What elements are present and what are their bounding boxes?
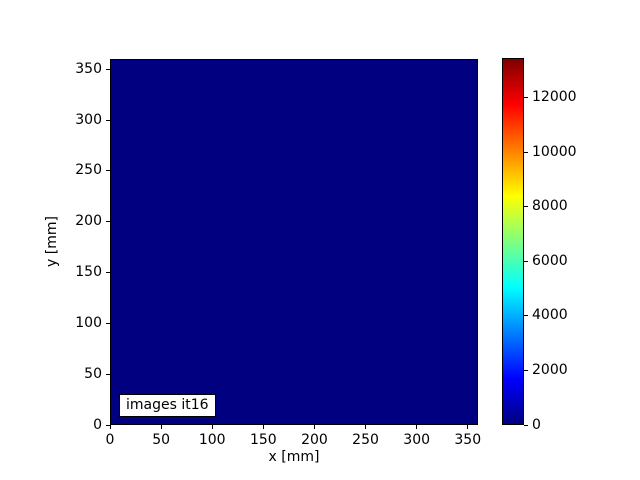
y-tick-mark: [106, 373, 110, 375]
x-tick-mark: [109, 425, 111, 429]
y-tick-label: 0: [93, 416, 102, 433]
colorbar-tick-mark: [524, 206, 528, 208]
colorbar-tick-label: 12000: [532, 89, 577, 106]
colorbar-tick-label: 2000: [532, 361, 568, 378]
colorbar-tick-mark: [524, 260, 528, 262]
colorbar-tick-mark: [524, 369, 528, 371]
x-axis-label: x [mm]: [268, 449, 320, 465]
colorbar-tick-mark: [524, 424, 528, 426]
x-tick-label: 200: [301, 432, 328, 448]
y-tick-mark: [106, 272, 110, 273]
y-tick-mark: [106, 322, 110, 324]
x-tick-label: 250: [352, 432, 379, 448]
x-tick-mark: [416, 425, 418, 429]
x-tick-label: 350: [454, 432, 482, 448]
x-tick-mark: [467, 425, 469, 429]
annotation-label: images it16: [119, 394, 216, 417]
y-tick-mark: [106, 119, 110, 121]
colorbar-tick-mark: [524, 315, 528, 317]
x-tick-mark: [365, 425, 367, 429]
x-tick-label: 0: [105, 432, 115, 448]
y-tick-label: 200: [75, 213, 102, 230]
x-tick-mark: [211, 425, 213, 429]
colorbar-tick-label: 10000: [532, 143, 577, 160]
y-tick-mark: [106, 68, 110, 70]
colorbar-tick-label: 8000: [532, 198, 568, 215]
colorbar: [502, 58, 524, 425]
y-tick-label: 50: [84, 365, 102, 382]
colorbar-tick-mark: [524, 97, 528, 99]
x-tick-label: 150: [249, 432, 277, 448]
x-tick-mark: [160, 425, 162, 429]
y-tick-label: 100: [75, 314, 102, 331]
heatmap-plot-area: images it16: [110, 59, 478, 425]
y-tick-label: 250: [75, 162, 102, 179]
x-tick-mark: [313, 425, 315, 429]
x-tick-mark: [262, 425, 264, 429]
colorbar-tick-mark: [524, 151, 528, 153]
x-tick-label: 100: [198, 432, 226, 448]
y-tick-label: 300: [75, 111, 102, 128]
colorbar-tick-label: 0: [532, 416, 541, 433]
colorbar-tick-label: 6000: [532, 252, 568, 269]
y-tick-mark: [106, 424, 110, 426]
y-tick-label: 350: [75, 60, 102, 77]
y-tick-mark: [106, 170, 110, 172]
x-tick-label: 50: [152, 432, 171, 448]
x-tick-label: 300: [403, 432, 431, 448]
colorbar-tick-label: 4000: [532, 307, 568, 324]
y-axis-label: y [mm]: [44, 216, 60, 268]
y-tick-mark: [106, 221, 110, 223]
y-tick-label: 150: [75, 264, 102, 280]
